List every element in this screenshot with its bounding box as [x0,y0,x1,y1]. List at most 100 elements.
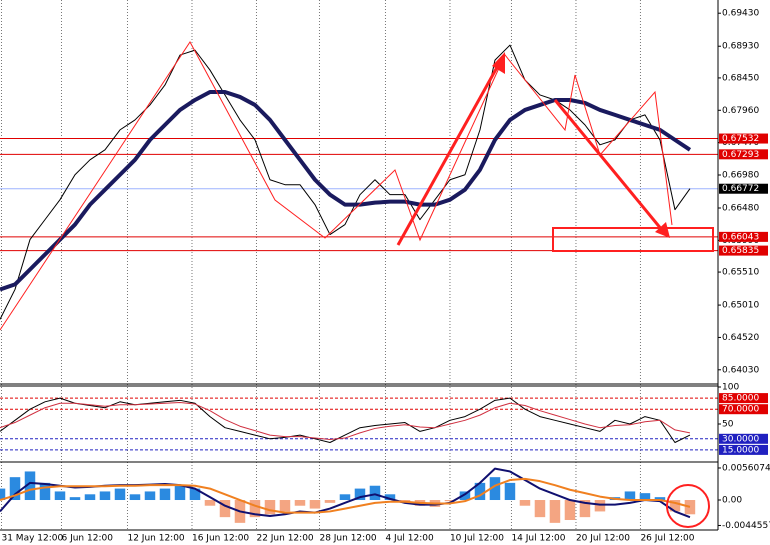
level-label: 30.0000 [722,434,759,444]
y-tick-label: 0.64520 [722,333,759,343]
level-label: 0.67293 [722,150,759,160]
histogram-bar [144,491,156,501]
x-tick-label: 31 May 12:00 [1,534,63,544]
x-tick-label: 22 Jun 12:00 [256,534,313,544]
x-tick-label: 20 Jul 12:00 [576,534,630,544]
level-label: 0.67532 [722,134,759,144]
level-label-box [719,444,768,455]
histogram-bar [219,500,231,518]
histogram-bar [504,482,516,501]
arrow-head [655,222,670,238]
arrow-up [396,61,502,246]
histogram-bar [519,500,531,506]
level-label: 70.0000 [722,405,759,415]
histogram-bar [309,500,321,509]
y-tick-label: 0.69430 [722,9,759,19]
x-tick-label: 28 Jun 12:00 [319,534,376,544]
histogram-bar [174,485,186,501]
histogram-bar [204,500,216,506]
marks-layer [0,44,696,523]
highlight-circle [666,484,710,528]
histogram-bar [39,482,51,501]
y-tick-label: 0.64030 [722,365,759,375]
level-label: 15.0000 [722,445,759,455]
histogram-bar [339,494,351,501]
histogram-bar [159,488,171,501]
series-line [0,477,691,514]
level-label: 0.66043 [722,232,759,242]
histogram-bar [9,477,21,501]
x-tick-label: 14 Jul 12:00 [511,534,565,544]
wave-lines [0,41,673,331]
grid-layer [0,0,721,530]
y-tick-label: 0.66480 [722,204,759,214]
label-layer: 31 May 12:006 Jun 12:00 12 Jun 12:00 16 Ju… [1,9,770,544]
histogram-bar [294,500,306,506]
arrow-head [492,52,505,74]
histogram-bar [579,500,591,518]
histogram-bar [474,482,486,501]
histogram-bar [549,500,561,523]
histogram-bar [639,493,651,501]
histogram-bar [249,500,261,518]
x-tick-label: 12 Jun 12:00 [127,534,184,544]
histogram-bar [324,500,336,503]
x-tick-label: 4 Jul 12:00 [385,534,434,544]
annotations [0,41,714,528]
histogram-bar [459,491,471,501]
y-tick-label: 50 [722,420,734,430]
level-label: 85.0000 [722,394,759,404]
y-tick-label: 0.00 [722,496,742,506]
x-tick-label: 6 Jun 12:00 [61,534,113,544]
target-box [552,227,714,252]
x-tick-label: 16 Jun 12:00 [192,534,249,544]
y-tick-label: 0.66980 [722,170,759,180]
histogram-bar [54,491,66,501]
y-tick-label: 0.67960 [722,106,759,116]
histogram-bar [654,497,666,501]
histogram-bar [354,488,366,501]
y-tick-label: -0.0044557 [722,521,770,531]
level-label-box [719,133,768,144]
series-line [0,402,691,441]
level-label-box [719,245,768,256]
histogram-bar [264,500,276,515]
y-tick-label: 0.68450 [722,73,759,83]
histogram-bar [684,500,696,515]
histogram-bar [384,494,396,501]
series-line [0,397,691,443]
histogram-bar [129,494,141,501]
y-tick-label: 100 [722,383,739,393]
histogram-bar [69,497,81,501]
histogram-bar [84,494,96,501]
histogram-bar [489,477,501,501]
histogram-bar [534,500,546,518]
level-label-box [719,183,768,194]
histogram-bar [369,485,381,501]
level-label: 0.66772 [722,184,759,194]
level-label-box [719,231,768,242]
histogram-bar [189,488,201,501]
histogram-bar [669,500,681,512]
histogram-bar [444,500,456,502]
histogram-bar [114,488,126,501]
series-line [0,89,692,292]
y-tick-label: 0.68930 [722,42,759,52]
y-tick-label: 0.65010 [722,301,759,311]
histogram-bar [594,500,606,512]
histogram-bar [0,488,6,501]
series-line [0,44,691,320]
level-label: 0.65835 [722,246,759,256]
y-tick-label: 0.0056074 [722,463,770,473]
level-label-box [719,433,768,444]
x-tick-label: 26 Jul 12:00 [640,534,694,544]
frame [0,0,719,531]
x-tick-label: 10 Jul 12:00 [450,534,504,544]
histogram-bar [99,491,111,501]
level-label-box [719,149,768,160]
y-tick-label: 0.65510 [722,268,759,278]
level-label-box [719,393,768,404]
histogram-bar [564,500,576,521]
level-label-box [719,404,768,415]
